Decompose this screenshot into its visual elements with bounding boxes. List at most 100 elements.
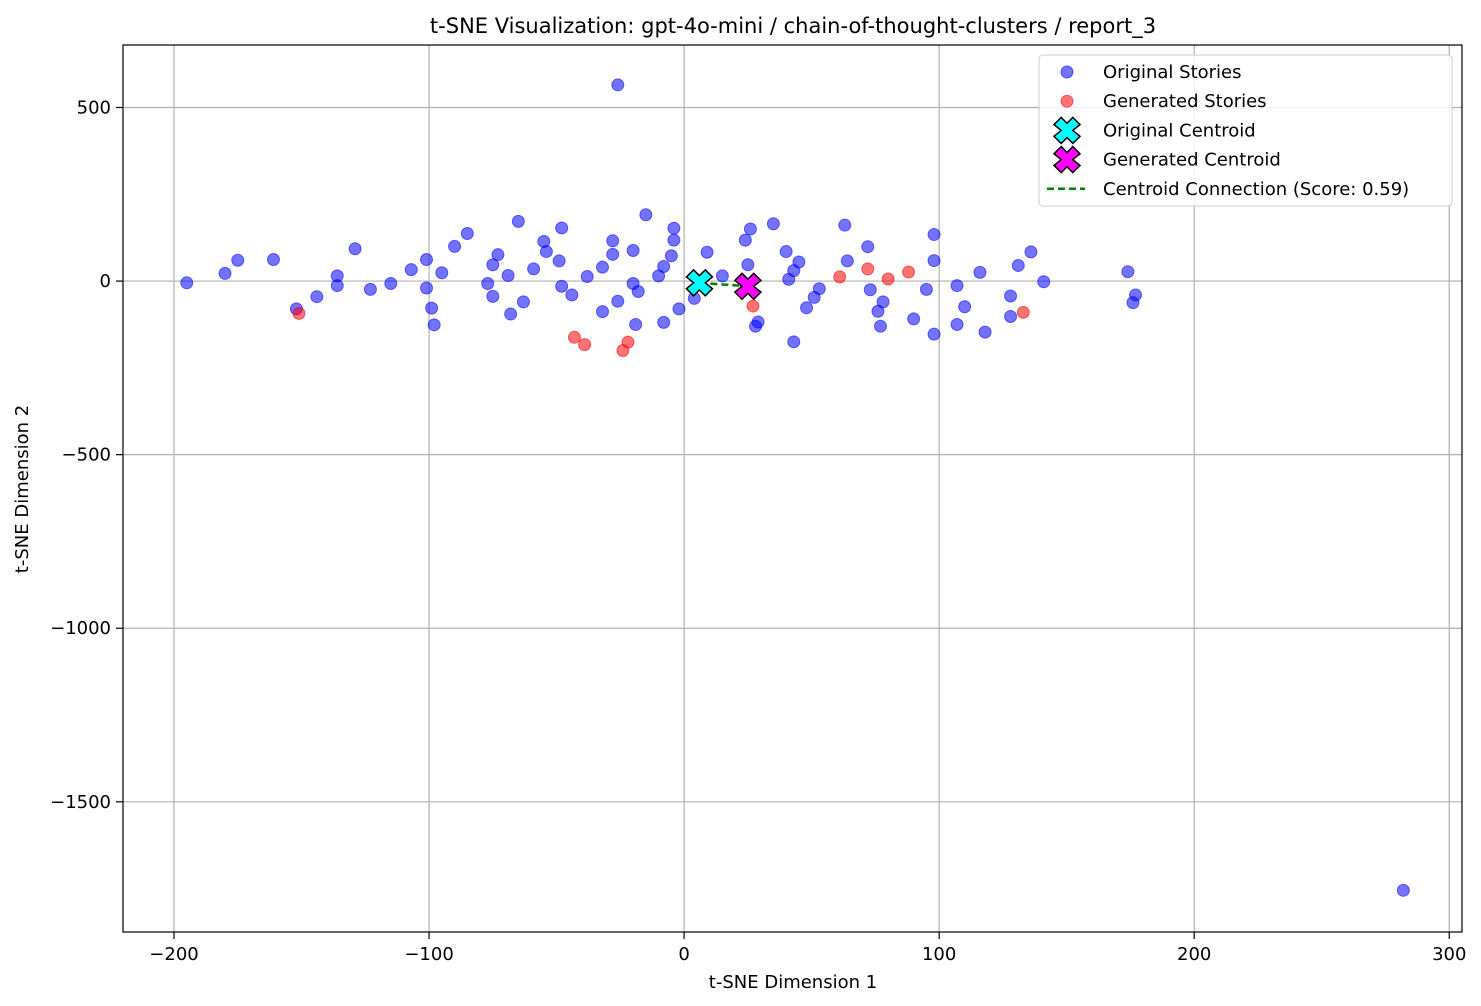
legend-label-generated-stories: Generated Stories bbox=[1103, 91, 1267, 112]
legend-label-original-centroid: Original Centroid bbox=[1103, 120, 1256, 141]
original-stories-point bbox=[927, 228, 941, 242]
generated-stories-point bbox=[621, 335, 635, 349]
original-stories-point bbox=[700, 245, 714, 259]
original-stories-point bbox=[919, 282, 933, 296]
original-stories-point bbox=[787, 335, 801, 349]
original-stories-point bbox=[595, 305, 609, 319]
original-stories-point bbox=[420, 253, 434, 267]
chart-legend: Original Stories Generated Stories Origina… bbox=[1038, 54, 1453, 207]
y-tick-label: 0 bbox=[100, 271, 111, 292]
original-stories-point bbox=[555, 279, 569, 293]
original-stories-point bbox=[611, 294, 625, 308]
x-tick-label: 100 bbox=[922, 944, 956, 965]
original-stories-point bbox=[180, 276, 194, 290]
generated-stories-point bbox=[746, 299, 760, 313]
original-stories-point bbox=[435, 266, 449, 280]
legend-label-original-stories: Original Stories bbox=[1103, 62, 1242, 83]
original-stories-point bbox=[330, 279, 344, 293]
legend-swatch-original-stories bbox=[1060, 65, 1074, 79]
original-stories-point bbox=[927, 254, 941, 268]
y-tick-label: −1000 bbox=[50, 618, 111, 639]
original-stories-point bbox=[448, 239, 462, 253]
original-stories-point bbox=[486, 289, 500, 303]
original-stories-point bbox=[1121, 265, 1135, 279]
generated-stories-point bbox=[1016, 305, 1030, 319]
original-stories-point bbox=[504, 307, 518, 321]
original-stories-point bbox=[1129, 288, 1143, 302]
original-stories-point bbox=[715, 269, 729, 283]
original-stories-point bbox=[978, 325, 992, 339]
original-stories-point bbox=[404, 263, 418, 277]
original-stories-point bbox=[1024, 245, 1038, 259]
original-stories-point bbox=[840, 254, 854, 268]
legend-label-centroid-connection-score-0-59-: Centroid Connection (Score: 0.59) bbox=[1103, 179, 1409, 200]
original-stories-point bbox=[800, 301, 814, 315]
original-stories-point bbox=[555, 221, 569, 235]
y-tick-label: 500 bbox=[77, 97, 111, 118]
original-stories-point bbox=[425, 301, 439, 315]
x-tick-label: 200 bbox=[1177, 944, 1211, 965]
original-stories-point bbox=[595, 260, 609, 274]
original-stories-point bbox=[420, 281, 434, 295]
original-stories-point bbox=[629, 317, 643, 331]
original-stories-point bbox=[1011, 258, 1025, 272]
original-stories-point bbox=[348, 242, 362, 256]
original-stories-point bbox=[486, 258, 500, 272]
original-stories-point bbox=[667, 233, 681, 247]
x-tick-label: −100 bbox=[404, 944, 453, 965]
generated-stories-point bbox=[292, 306, 306, 320]
original-stories-point bbox=[266, 253, 280, 267]
x-tick-label: 0 bbox=[678, 944, 689, 965]
original-stories-point bbox=[950, 317, 964, 331]
y-tick-label: −500 bbox=[62, 445, 111, 466]
y-tick-label: −1500 bbox=[50, 792, 111, 813]
original-stories-point bbox=[539, 245, 553, 259]
original-stories-point bbox=[738, 233, 752, 247]
generated-stories-point bbox=[861, 262, 875, 276]
original-stories-point bbox=[664, 249, 678, 263]
original-stories-point bbox=[481, 277, 495, 291]
original-stories-point bbox=[907, 312, 921, 326]
original-stories-point bbox=[1396, 883, 1410, 897]
original-centroid-marker bbox=[685, 268, 714, 297]
legend-swatch-generated-centroid bbox=[1052, 145, 1082, 174]
data-points bbox=[180, 78, 1410, 897]
original-stories-point bbox=[363, 282, 377, 296]
original-stories-point bbox=[511, 214, 525, 228]
original-stories-point bbox=[626, 244, 640, 258]
original-stories-point bbox=[631, 284, 645, 298]
original-stories-point bbox=[743, 222, 757, 236]
original-stories-point bbox=[491, 248, 505, 262]
original-stories-point bbox=[861, 240, 875, 254]
original-stories-point bbox=[501, 269, 515, 283]
original-stories-point bbox=[552, 254, 566, 268]
generated-stories-point bbox=[833, 270, 847, 284]
centroid-connection-layer bbox=[699, 281, 748, 288]
original-stories-point bbox=[838, 218, 852, 232]
original-stories-point bbox=[231, 253, 245, 267]
legend-swatch-generated-stories bbox=[1060, 94, 1074, 108]
original-stories-point bbox=[611, 78, 625, 92]
plot-frame bbox=[122, 44, 1463, 933]
original-stories-point bbox=[751, 315, 765, 329]
chart-title: t-SNE Visualization: gpt-4o-mini / chain… bbox=[430, 14, 1156, 39]
generated-stories-point bbox=[881, 272, 895, 286]
original-stories-point bbox=[580, 270, 594, 284]
x-axis-label: t-SNE Dimension 1 bbox=[709, 972, 877, 993]
centroid-connection-line bbox=[699, 281, 748, 288]
original-stories-point bbox=[606, 247, 620, 261]
original-stories-point bbox=[384, 277, 398, 291]
original-stories-point bbox=[1004, 309, 1018, 323]
y-axis-label: t-SNE Dimension 2 bbox=[12, 405, 33, 573]
original-stories-point bbox=[927, 327, 941, 341]
original-stories-point bbox=[741, 258, 755, 272]
generated-stories-point bbox=[902, 265, 916, 279]
original-stories-point bbox=[1037, 275, 1051, 289]
original-stories-point bbox=[667, 221, 681, 235]
original-stories-point bbox=[863, 283, 877, 297]
original-stories-point bbox=[766, 217, 780, 231]
legend-box bbox=[1038, 54, 1453, 207]
original-stories-point bbox=[657, 315, 671, 329]
original-stories-point bbox=[812, 282, 826, 296]
original-stories-point bbox=[427, 318, 441, 332]
